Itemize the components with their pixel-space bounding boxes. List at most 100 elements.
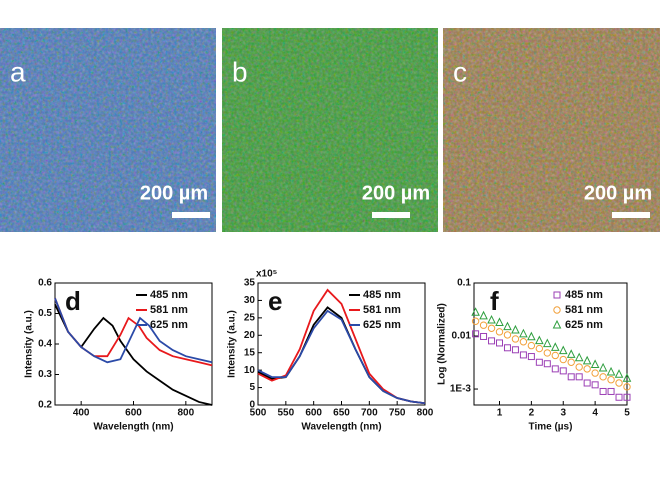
marker [553, 291, 561, 299]
y-tick-label: 5 [249, 382, 255, 393]
x-tick-label: 1 [497, 408, 503, 419]
legend-label: 581 nm [363, 304, 401, 316]
marker [527, 341, 536, 350]
x-tick-label: 500 [250, 408, 267, 419]
marker [566, 349, 576, 358]
marker [472, 330, 480, 338]
y-tick-label: 0.4 [38, 339, 52, 350]
y-axis-label: Intensity (a.u.) [227, 310, 238, 378]
x-tick-label: 400 [73, 408, 90, 419]
x-tick-label: 2 [529, 408, 535, 419]
marker [615, 393, 623, 401]
marker [503, 344, 511, 352]
marker [567, 373, 575, 381]
y-tick-label: 0.1 [457, 278, 471, 289]
marker [495, 328, 504, 336]
marker [615, 379, 623, 387]
marker [582, 355, 592, 365]
marker [535, 358, 543, 366]
marker [543, 360, 551, 368]
chart: 1 2 3 4 5 1E-3 0.01 0.1 Time (µs) Log (Normalized… [437, 278, 632, 433]
marker [487, 324, 496, 332]
marker [583, 379, 591, 387]
x-axis-label: Wavelength (nm) [301, 422, 381, 433]
x-tick-label: 3 [560, 408, 566, 419]
legend-label: 485 nm [565, 289, 603, 301]
plot-frame [473, 282, 628, 406]
y-tick-label: 0.01 [452, 331, 472, 342]
panel-label: b [232, 56, 248, 87]
marker [511, 346, 519, 354]
marker [543, 338, 552, 348]
marker [598, 362, 608, 372]
marker [550, 342, 560, 351]
marker [535, 335, 544, 345]
legend-label: 625 nm [150, 319, 188, 331]
x-tick-label: 4 [592, 408, 598, 419]
marker [591, 381, 599, 389]
marker [543, 349, 552, 357]
legend-label: 625 nm [565, 319, 603, 331]
x-axis-label: Time (µs) [529, 422, 573, 433]
y-tick-label: 25 [244, 312, 256, 323]
marker [558, 345, 568, 355]
scale-bar-label: 200 µm [362, 182, 430, 204]
marker [607, 387, 615, 395]
marker [614, 369, 624, 378]
marker [559, 367, 567, 375]
y-tick-label: 30 [244, 295, 256, 306]
marker [599, 373, 607, 381]
marker [511, 324, 520, 334]
y-axis-label: Log (Normalized) [437, 303, 448, 385]
marker [553, 306, 561, 314]
y-tick-label: 0.6 [38, 278, 52, 289]
y-tick-label: 0.3 [38, 369, 52, 380]
marker [559, 355, 567, 364]
x-tick-label: 750 [389, 408, 406, 419]
micrographs: a 200 µm b 200 µm c 200 µm [0, 28, 660, 232]
axis-scale-label: x10⁵ [256, 269, 278, 280]
panel-label: d [65, 286, 81, 316]
panel-label: e [268, 286, 282, 316]
marker [471, 307, 480, 316]
panel-label: c [453, 56, 467, 87]
marker [575, 363, 583, 371]
marker [583, 365, 591, 373]
x-tick-label: 600 [305, 408, 322, 419]
scale-bar-label: 200 µm [140, 182, 208, 204]
x-tick-label: 550 [277, 408, 294, 419]
line-series [257, 309, 426, 405]
marker [511, 335, 520, 343]
legend-label: 625 nm [363, 319, 401, 331]
panel-label: a [10, 56, 26, 87]
marker [471, 317, 480, 325]
chart: 500 550 600 650 700 750 800 0 5 10 15 20 25 30 35 Wavel… [227, 269, 434, 433]
marker [488, 337, 496, 345]
marker [480, 332, 488, 340]
marker [535, 344, 544, 353]
marker [487, 314, 496, 324]
marker [527, 353, 535, 361]
y-axis-label: Intensity (a.u.) [24, 310, 35, 378]
marker [527, 331, 536, 341]
micrograph-b: b 200 µm [222, 28, 438, 232]
scale-bar-label: 200 µm [584, 182, 652, 204]
chart: 400 600 800 0.2 0.3 0.4 0.5 0.6 Wavelength (nm) I… [24, 278, 213, 433]
marker [479, 310, 488, 320]
legend-label: 485 nm [363, 289, 401, 301]
marker [551, 351, 559, 360]
marker [591, 369, 599, 377]
marker [496, 339, 503, 347]
x-axis-label: Wavelength (nm) [93, 422, 173, 433]
y-tick-label: 1E-3 [450, 384, 472, 395]
x-tick-label: 700 [361, 408, 378, 419]
marker [574, 352, 584, 362]
y-tick-label: 10 [244, 365, 256, 376]
x-tick-label: 800 [417, 408, 434, 419]
y-tick-label: 20 [244, 330, 256, 341]
x-tick-label: 600 [125, 408, 142, 419]
x-tick-label: 5 [624, 408, 630, 419]
marker [503, 321, 512, 331]
line-series [54, 303, 213, 406]
